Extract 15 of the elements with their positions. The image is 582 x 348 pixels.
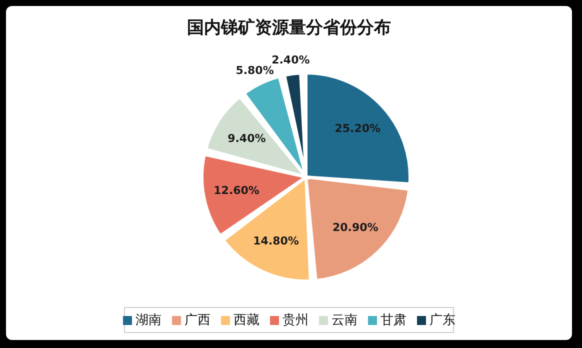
data-label: 2.40% [272,54,310,66]
data-label: 9.40% [228,132,266,145]
legend-label: 西藏 [234,312,260,329]
data-label: 25.20% [334,122,381,136]
legend-label: 广西 [184,312,210,329]
data-label: 5.80% [236,64,274,78]
data-label: 14.80% [253,234,299,248]
chart-title: 国内锑矿资源量分省份分布 [186,17,392,39]
legend-label: 甘肃 [380,312,406,329]
legend-label: 云南 [332,312,358,329]
data-label: 20.90% [332,221,378,234]
legend-label: 贵州 [282,312,308,329]
legend-label: 广东 [430,312,456,329]
legend-label: 湖南 [136,312,162,329]
data-label: 12.60% [214,184,260,197]
